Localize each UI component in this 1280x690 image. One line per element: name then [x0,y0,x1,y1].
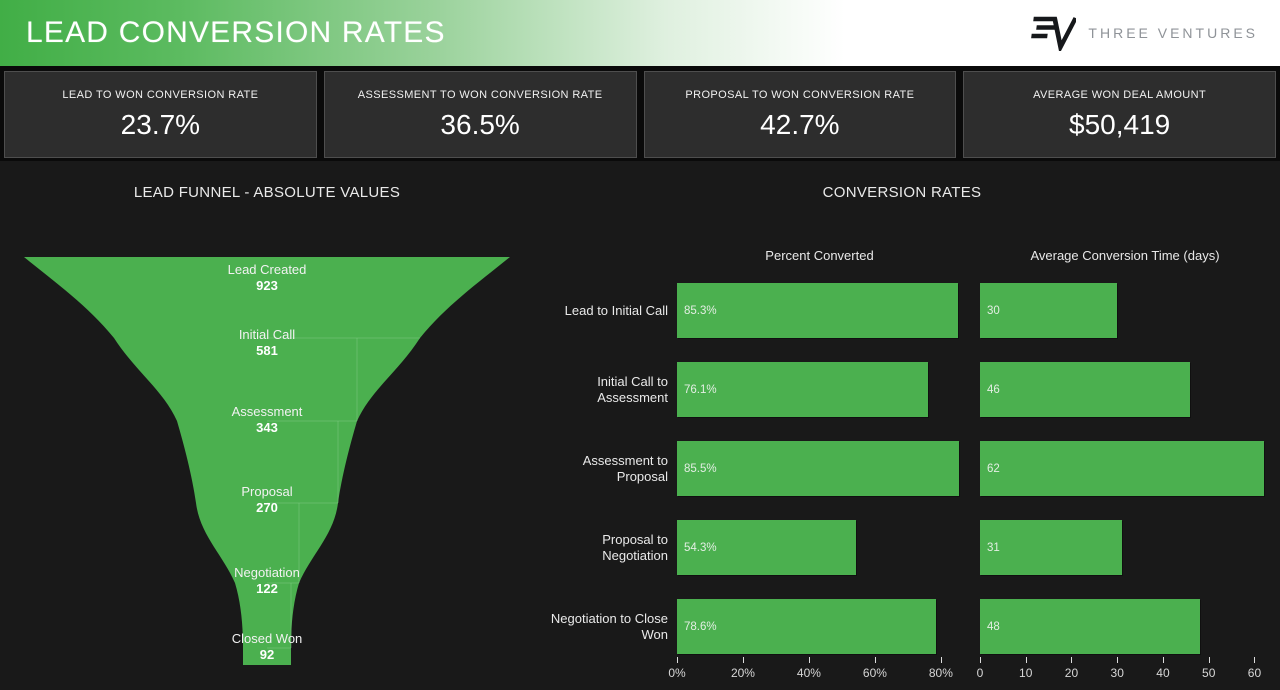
funnel-stage-name: Assessment [231,404,303,419]
kpi-value: 42.7% [760,108,840,140]
kpi-label: ASSESSMENT TO WON CONVERSION RATE [357,88,603,101]
funnel-segment-lines [267,337,420,649]
avg-conversion-time-bar[interactable]: 62 [980,441,1264,496]
axis-tick-label: 20% [730,666,755,680]
row-label: Initial Call to Assessment [597,373,668,405]
axis-tick-label: 0 [976,666,984,680]
lead-funnel-chart [24,257,510,665]
conversion-rates-title: CONVERSION RATES [822,184,982,201]
funnel-stage-name: Lead Created [227,262,307,277]
axis-tick-label: 80% [928,666,953,680]
kpi-card-assessment-to-won: ASSESSMENT TO WON CONVERSION RATE 36.5% [323,71,637,158]
column-header-avg-conversion-time: Average Conversion Time (days) [1030,248,1220,263]
row-label: Lead to Initial Call [564,302,668,318]
axis-tick-label: 40% [796,666,821,680]
kpi-card-proposal-to-won: PROPOSAL TO WON CONVERSION RATE 42.7% [643,71,957,158]
axis-tick-mark [742,657,744,663]
axis-tick-label: 50 [1202,666,1216,680]
bar-value-label: 30 [987,304,1000,317]
kpi-card-average-deal-amount: AVERAGE WON DEAL AMOUNT $50,419 [963,71,1276,158]
brand: THREE VENTURES [1018,15,1258,51]
column-header-percent-converted: Percent Converted [765,248,874,263]
avg-conversion-time-bar[interactable]: 46 [980,362,1190,417]
dashboard-title: LEAD CONVERSION RATES [26,16,446,49]
funnel-stage-value: 92 [259,647,275,662]
charts-area: LEAD FUNNEL - ABSOLUTE VALUES Lead Creat… [0,161,1280,690]
funnel-stage-name: Initial Call [238,327,296,342]
brand-name: THREE VENTURES [1088,25,1258,41]
kpi-value: 23.7% [120,108,201,140]
percent-converted-bar[interactable]: 85.5% [677,441,959,496]
avg-conversion-time-bar[interactable]: 30 [980,283,1117,338]
percent-converted-bar[interactable]: 78.6% [677,599,936,654]
axis-tick-mark [1117,657,1119,663]
axis-tick-mark [1208,657,1210,663]
funnel-stage-value: 923 [256,278,278,293]
funnel-stage-name: Proposal [241,484,293,499]
kpi-label: AVERAGE WON DEAL AMOUNT [1033,88,1207,101]
row-label: Proposal to Negotiation [602,531,668,563]
axis-tick-label: 0% [668,666,686,680]
bar-value-label: 54.3% [684,541,717,554]
funnel-stage-value: 122 [256,581,278,596]
percent-converted-bar[interactable]: 76.1% [677,362,928,417]
kpi-card-lead-to-won: LEAD TO WON CONVERSION RATE 23.7% [4,71,317,158]
bar-value-label: 62 [987,462,1000,475]
axis-tick-label: 30 [1110,666,1124,680]
funnel-chart-title: LEAD FUNNEL - ABSOLUTE VALUES [133,184,401,201]
funnel-stage-name: Negotiation [234,565,300,580]
axis-tick-mark [940,657,942,663]
row-label: Assessment to Proposal [582,452,668,484]
dashboard-header: LEAD CONVERSION RATES THREE VENTURES [0,0,1280,66]
kpi-value: $50,419 [1069,108,1171,140]
avg-conversion-time-bar[interactable]: 48 [980,599,1200,654]
bar-value-label: 78.6% [684,620,717,633]
axis-tick-mark [1162,657,1164,663]
axis-tick-label: 20 [1064,666,1079,680]
axis-tick-mark [677,657,678,663]
bar-value-label: 76.1% [684,383,717,396]
kpi-row: LEAD TO WON CONVERSION RATE 23.7% ASSESS… [0,66,1280,161]
bar-value-label: 85.5% [684,462,717,475]
axis-tick-mark [808,657,810,663]
percent-converted-bar[interactable]: 54.3% [677,520,856,575]
bar-value-label: 48 [987,620,1000,633]
axis-tick-label: 40 [1156,666,1170,680]
percent-converted-bar[interactable]: 85.3% [677,283,958,338]
axis-tick-label: 60% [862,666,887,680]
kpi-value: 36.5% [440,108,520,140]
axis-tick-mark [874,657,876,663]
kpi-label: LEAD TO WON CONVERSION RATE [62,88,259,101]
axis-tick-mark [1025,657,1027,663]
axis-tick-mark [1254,657,1256,663]
kpi-label: PROPOSAL TO WON CONVERSION RATE [685,88,915,101]
axis-tick-label: 60 [1247,666,1262,680]
axis-tick-mark [980,657,981,663]
funnel-stage-value: 343 [256,420,278,435]
axis-tick-mark [1071,657,1073,663]
bar-value-label: 46 [987,383,1000,396]
bar-value-label: 31 [987,541,1000,554]
funnel-shape[interactable] [24,257,510,665]
row-label: Negotiation to Close Won [550,610,668,642]
bar-value-label: 85.3% [684,304,717,317]
funnel-stage-value: 270 [256,500,278,515]
funnel-stage-value: 581 [256,343,278,358]
axis-tick-label: 10 [1019,666,1033,680]
funnel-stage-name: Closed Won [231,631,303,646]
avg-conversion-time-bar[interactable]: 31 [980,520,1122,575]
three-ventures-logo-icon [1031,16,1077,51]
